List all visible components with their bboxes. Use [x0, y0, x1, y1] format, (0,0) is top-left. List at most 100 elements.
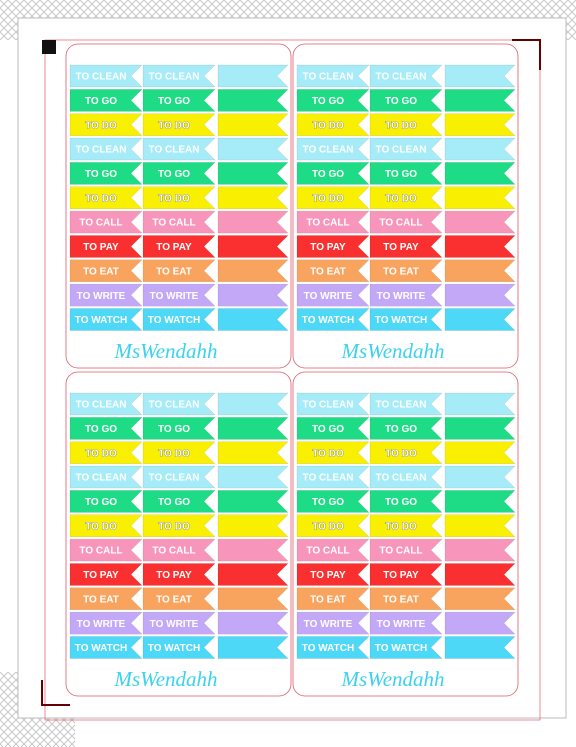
blank-flag: [444, 514, 516, 537]
sticker-label: TO CLEAN: [76, 72, 127, 83]
blank-flag: [444, 417, 516, 440]
sticker-label: TO WRITE: [77, 291, 126, 302]
blank-flag: [444, 587, 516, 611]
blank-flag: [444, 283, 516, 307]
sticker-flag: [369, 308, 443, 331]
sticker-flag: [69, 636, 143, 659]
blank-flag: [217, 308, 289, 331]
blank-flag: [444, 611, 516, 635]
blank-flag: [217, 186, 289, 209]
sticker-label: TO GO: [85, 169, 117, 180]
sticker-label: TO PAY: [383, 570, 419, 581]
sticker-flag: [69, 490, 143, 513]
sticker-label: TO WATCH: [148, 315, 200, 326]
sticker-flag: [369, 64, 443, 88]
sticker-flag: [296, 490, 370, 513]
sticker-label: TO WRITE: [304, 619, 353, 630]
blank-flag: [444, 636, 516, 659]
blank-flag: [444, 392, 516, 416]
sticker-flag: [142, 64, 216, 88]
sticker-flag: [296, 283, 370, 307]
sticker-label: TO CALL: [79, 546, 122, 557]
brand-logo: MsWendahh: [340, 339, 444, 363]
sticker-flag: [142, 162, 216, 185]
sticker-label: TO GO: [158, 497, 190, 508]
sticker-flag: [296, 636, 370, 659]
panels: TO CLEAN TO CLEAN TO GO TO GO TO DO TO DO TO C…: [65, 43, 519, 697]
sticker-flag: [142, 636, 216, 659]
sticker-flag: [296, 162, 370, 185]
sticker-label: TO GO: [385, 497, 417, 508]
sticker-label: TO EAT: [383, 266, 419, 277]
sticker-flag: [369, 186, 443, 209]
sticker-flag: [142, 186, 216, 209]
sticker-label: TO EAT: [156, 594, 192, 605]
sticker-flag: [296, 186, 370, 209]
sticker-label: TO DO: [312, 193, 344, 204]
sticker-flag: [369, 392, 443, 416]
sticker-flag: [69, 113, 143, 136]
sticker-label: TO GO: [312, 96, 344, 107]
sticker-flag: [69, 210, 143, 234]
crop-mark: [41, 680, 70, 706]
panel-outline: [292, 43, 519, 369]
blank-flag: [217, 259, 289, 283]
sticker-flag: [296, 587, 370, 611]
sticker-flag: [296, 417, 370, 440]
sticker-label: TO CLEAN: [303, 400, 354, 411]
sticker-flag: [296, 308, 370, 331]
brand-logo: MsWendahh: [113, 667, 217, 691]
sticker-flag: [69, 89, 143, 112]
sticker-label: TO CLEAN: [376, 400, 427, 411]
sticker-flag: [142, 538, 216, 562]
sticker-flag: [369, 441, 443, 464]
sticker-flag: [69, 283, 143, 307]
sticker-label: TO GO: [158, 96, 190, 107]
panel: TO CLEAN TO CLEAN TO GO TO GO TO DO TO DO TO C…: [65, 43, 292, 369]
sticker-label: TO EAT: [83, 594, 119, 605]
sticker-label: TO DO: [385, 448, 417, 459]
sticker-flag: [369, 210, 443, 234]
blank-flag: [444, 563, 516, 586]
sticker-flag: [69, 186, 143, 209]
blank-flag: [444, 538, 516, 562]
sticker-label: TO WRITE: [304, 291, 353, 302]
sticker-label: TO CLEAN: [303, 72, 354, 83]
sticker-label: TO CLEAN: [149, 72, 200, 83]
blank-flag: [217, 587, 289, 611]
brand-logo: MsWendahh: [113, 339, 217, 363]
sticker-flag: [369, 235, 443, 258]
sticker-flag: [142, 113, 216, 136]
sticker-flag: [296, 210, 370, 234]
sticker-flag: [142, 283, 216, 307]
sticker-label: TO GO: [312, 424, 344, 435]
sticker-flag: [142, 514, 216, 537]
sticker-flag: [296, 64, 370, 88]
sticker-flag: [296, 465, 370, 489]
sticker-label: TO CALL: [79, 218, 122, 229]
panel-outline: [65, 43, 292, 369]
blank-flag: [444, 210, 516, 234]
sticker-flag: [69, 392, 143, 416]
sticker-label: TO WRITE: [77, 619, 126, 630]
sticker-label: TO GO: [312, 169, 344, 180]
sticker-flag: [69, 137, 143, 161]
sticker-label: TO EAT: [156, 266, 192, 277]
blank-flag: [217, 162, 289, 185]
sticker-flag: [369, 137, 443, 161]
sticker-flag: [369, 283, 443, 307]
sticker-flag: [369, 162, 443, 185]
sticker-flag: [369, 587, 443, 611]
sticker-flag: [69, 587, 143, 611]
sticker-flag: [142, 89, 216, 112]
sticker-flag: [142, 611, 216, 635]
sticker-label: TO CALL: [306, 546, 349, 557]
sticker-label: TO PAY: [156, 242, 192, 253]
sticker-flag: [142, 417, 216, 440]
sticker-label: TO WATCH: [75, 315, 127, 326]
sticker-label: TO CLEAN: [376, 72, 427, 83]
blank-flag: [217, 392, 289, 416]
sticker-flag: [369, 89, 443, 112]
sticker-flag: [142, 210, 216, 234]
